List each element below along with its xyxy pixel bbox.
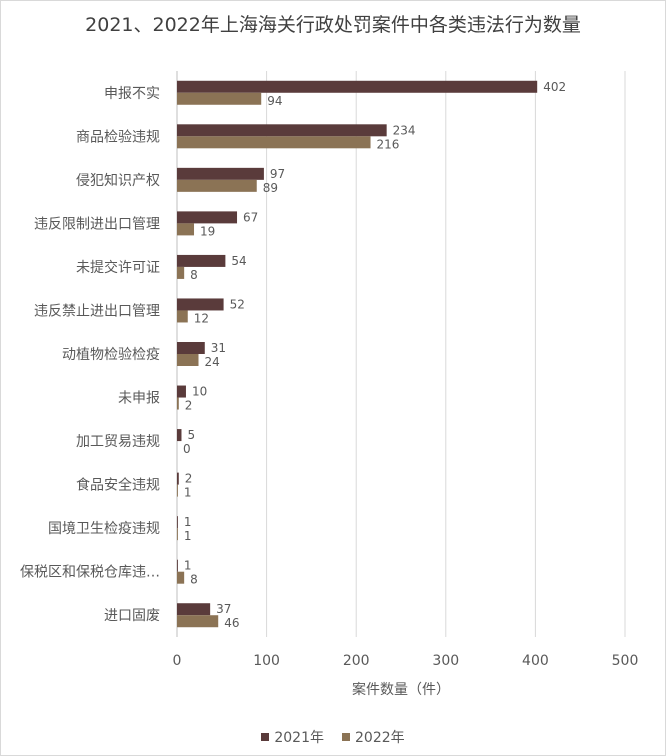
bar-2021年 <box>177 603 211 616</box>
chart-legend: 2021年 2022年 <box>0 727 666 747</box>
data-label: 1 <box>184 529 192 543</box>
bar-2021年 <box>177 80 538 93</box>
bar-2021年 <box>177 298 224 311</box>
legend-label-2021: 2021年 <box>274 730 324 746</box>
data-label: 46 <box>224 616 239 630</box>
data-label: 2 <box>185 399 193 413</box>
legend-swatch-2022 <box>342 733 350 741</box>
category-label: 动植物检验检疫 <box>62 347 160 363</box>
data-label: 234 <box>393 123 416 137</box>
category-label: 申报不实 <box>104 86 160 102</box>
x-tick-label: 400 <box>522 653 549 669</box>
bar-2021年 <box>177 254 226 267</box>
data-label: 5 <box>187 428 195 442</box>
bar-2021年 <box>177 124 387 137</box>
bar-2021年 <box>177 167 264 180</box>
category-label: 商品检验违规 <box>76 129 160 145</box>
data-label: 97 <box>270 167 285 181</box>
bar-2022年 <box>177 397 179 410</box>
bar-2022年 <box>177 484 178 497</box>
x-tick-label: 100 <box>253 653 280 669</box>
data-label: 12 <box>194 311 209 325</box>
category-label: 侵犯知识产权 <box>76 172 160 189</box>
category-label: 国境卫生检疫违规 <box>48 521 160 537</box>
category-label: 进口固废 <box>104 608 160 624</box>
category-label: 违反禁止进出口管理 <box>34 303 160 319</box>
category-label: 未提交许可证 <box>76 259 160 276</box>
category-label: 保税区和保税仓库违… <box>20 565 160 581</box>
data-label: 31 <box>211 341 226 355</box>
data-label: 37 <box>216 602 231 616</box>
data-label: 1 <box>184 559 192 573</box>
bar-2022年 <box>177 179 257 192</box>
x-tick-label: 300 <box>432 653 459 669</box>
data-label: 10 <box>192 385 207 399</box>
data-label: 216 <box>377 137 400 151</box>
legend-item-2022: 2022年 <box>342 727 405 747</box>
category-label: 违反限制进出口管理 <box>34 216 160 232</box>
bar-2022年 <box>177 528 178 541</box>
bar-2021年 <box>177 342 205 354</box>
x-tick-label: 500 <box>612 653 639 669</box>
data-label: 54 <box>231 254 246 268</box>
data-label: 0 <box>183 442 191 456</box>
legend-item-2021: 2021年 <box>261 727 324 747</box>
x-tick-label: 0 <box>173 653 182 669</box>
data-label: 94 <box>267 94 282 108</box>
bar-2022年 <box>177 92 262 105</box>
bar-2021年 <box>177 559 178 572</box>
category-label: 加工贸易违规 <box>76 434 160 450</box>
bar-2021年 <box>177 472 179 485</box>
bar-2022年 <box>177 310 188 323</box>
bar-2022年 <box>177 136 371 149</box>
bar-2021年 <box>177 429 182 442</box>
data-label: 89 <box>263 181 278 195</box>
x-tick-label: 200 <box>343 653 370 669</box>
bar-2021年 <box>177 516 178 529</box>
data-label: 52 <box>230 297 245 311</box>
category-label: 未申报 <box>118 391 160 407</box>
bar-2022年 <box>177 615 219 628</box>
data-label: 24 <box>205 355 220 369</box>
data-label: 19 <box>200 224 215 238</box>
data-label: 8 <box>190 573 198 587</box>
bar-2022年 <box>177 354 199 366</box>
data-label: 1 <box>184 486 192 500</box>
data-label: 2 <box>185 472 193 486</box>
bar-2021年 <box>177 211 238 224</box>
bar-2021年 <box>177 385 186 398</box>
data-label: 67 <box>243 210 258 224</box>
bar-2022年 <box>177 571 185 584</box>
data-label: 1 <box>184 515 192 529</box>
legend-label-2022: 2022年 <box>355 730 405 746</box>
data-label: 8 <box>190 268 198 282</box>
chart-title: 2021、2022年上海海关行政处罚案件中各类违法行为数量 <box>85 14 581 36</box>
category-label: 食品安全违规 <box>76 477 160 494</box>
x-axis-title: 案件数量（件） <box>352 681 450 698</box>
legend-swatch-2021 <box>261 733 270 741</box>
data-label: 402 <box>543 80 566 94</box>
bar-2022年 <box>177 266 185 279</box>
bar-2022年 <box>177 223 195 236</box>
